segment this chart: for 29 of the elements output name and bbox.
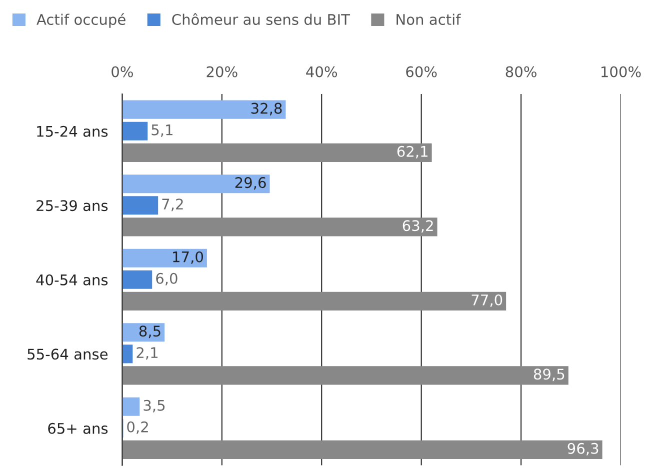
data-label: 2,1	[136, 347, 158, 360]
data-label: 8,5	[139, 326, 160, 338]
legend-label: Non actif	[396, 14, 462, 25]
legend-label: Actif occupé	[36, 13, 126, 28]
data-label: 63,2	[402, 220, 433, 233]
y-tick-label: 40-54 ans	[36, 274, 108, 286]
y-tick-label: 65+ ans	[48, 422, 108, 434]
data-label: 29,6	[235, 177, 266, 190]
x-tick-label: 100%	[602, 66, 641, 78]
data-label: 3,5	[144, 400, 165, 412]
x-tick-label: 20%	[206, 66, 238, 78]
data-label: 62,1	[397, 146, 428, 158]
data-label: 32,8	[251, 102, 282, 116]
data-label: 96,3	[568, 442, 598, 456]
x-tick-label: 0%	[112, 66, 133, 78]
data-label: 0,2	[127, 421, 148, 434]
data-label: 6,0	[156, 272, 178, 286]
data-label: 5,1	[152, 124, 172, 137]
y-tick-label: 15-24 ans	[37, 126, 108, 137]
x-tick-label: 60%	[406, 66, 437, 78]
x-tick-label: 80%	[506, 66, 536, 78]
x-tick-label: 40%	[306, 66, 338, 78]
data-label: 77,0	[472, 294, 502, 307]
data-label: 7,2	[162, 198, 183, 212]
y-tick-label: 25-39 ans	[36, 200, 108, 212]
data-label: 17,0	[173, 251, 203, 264]
y-tick-label: 55-64 anse	[28, 348, 108, 360]
data-label: 89,5	[534, 368, 564, 382]
legend-label: Chômeur au sens du BIT	[172, 13, 350, 25]
